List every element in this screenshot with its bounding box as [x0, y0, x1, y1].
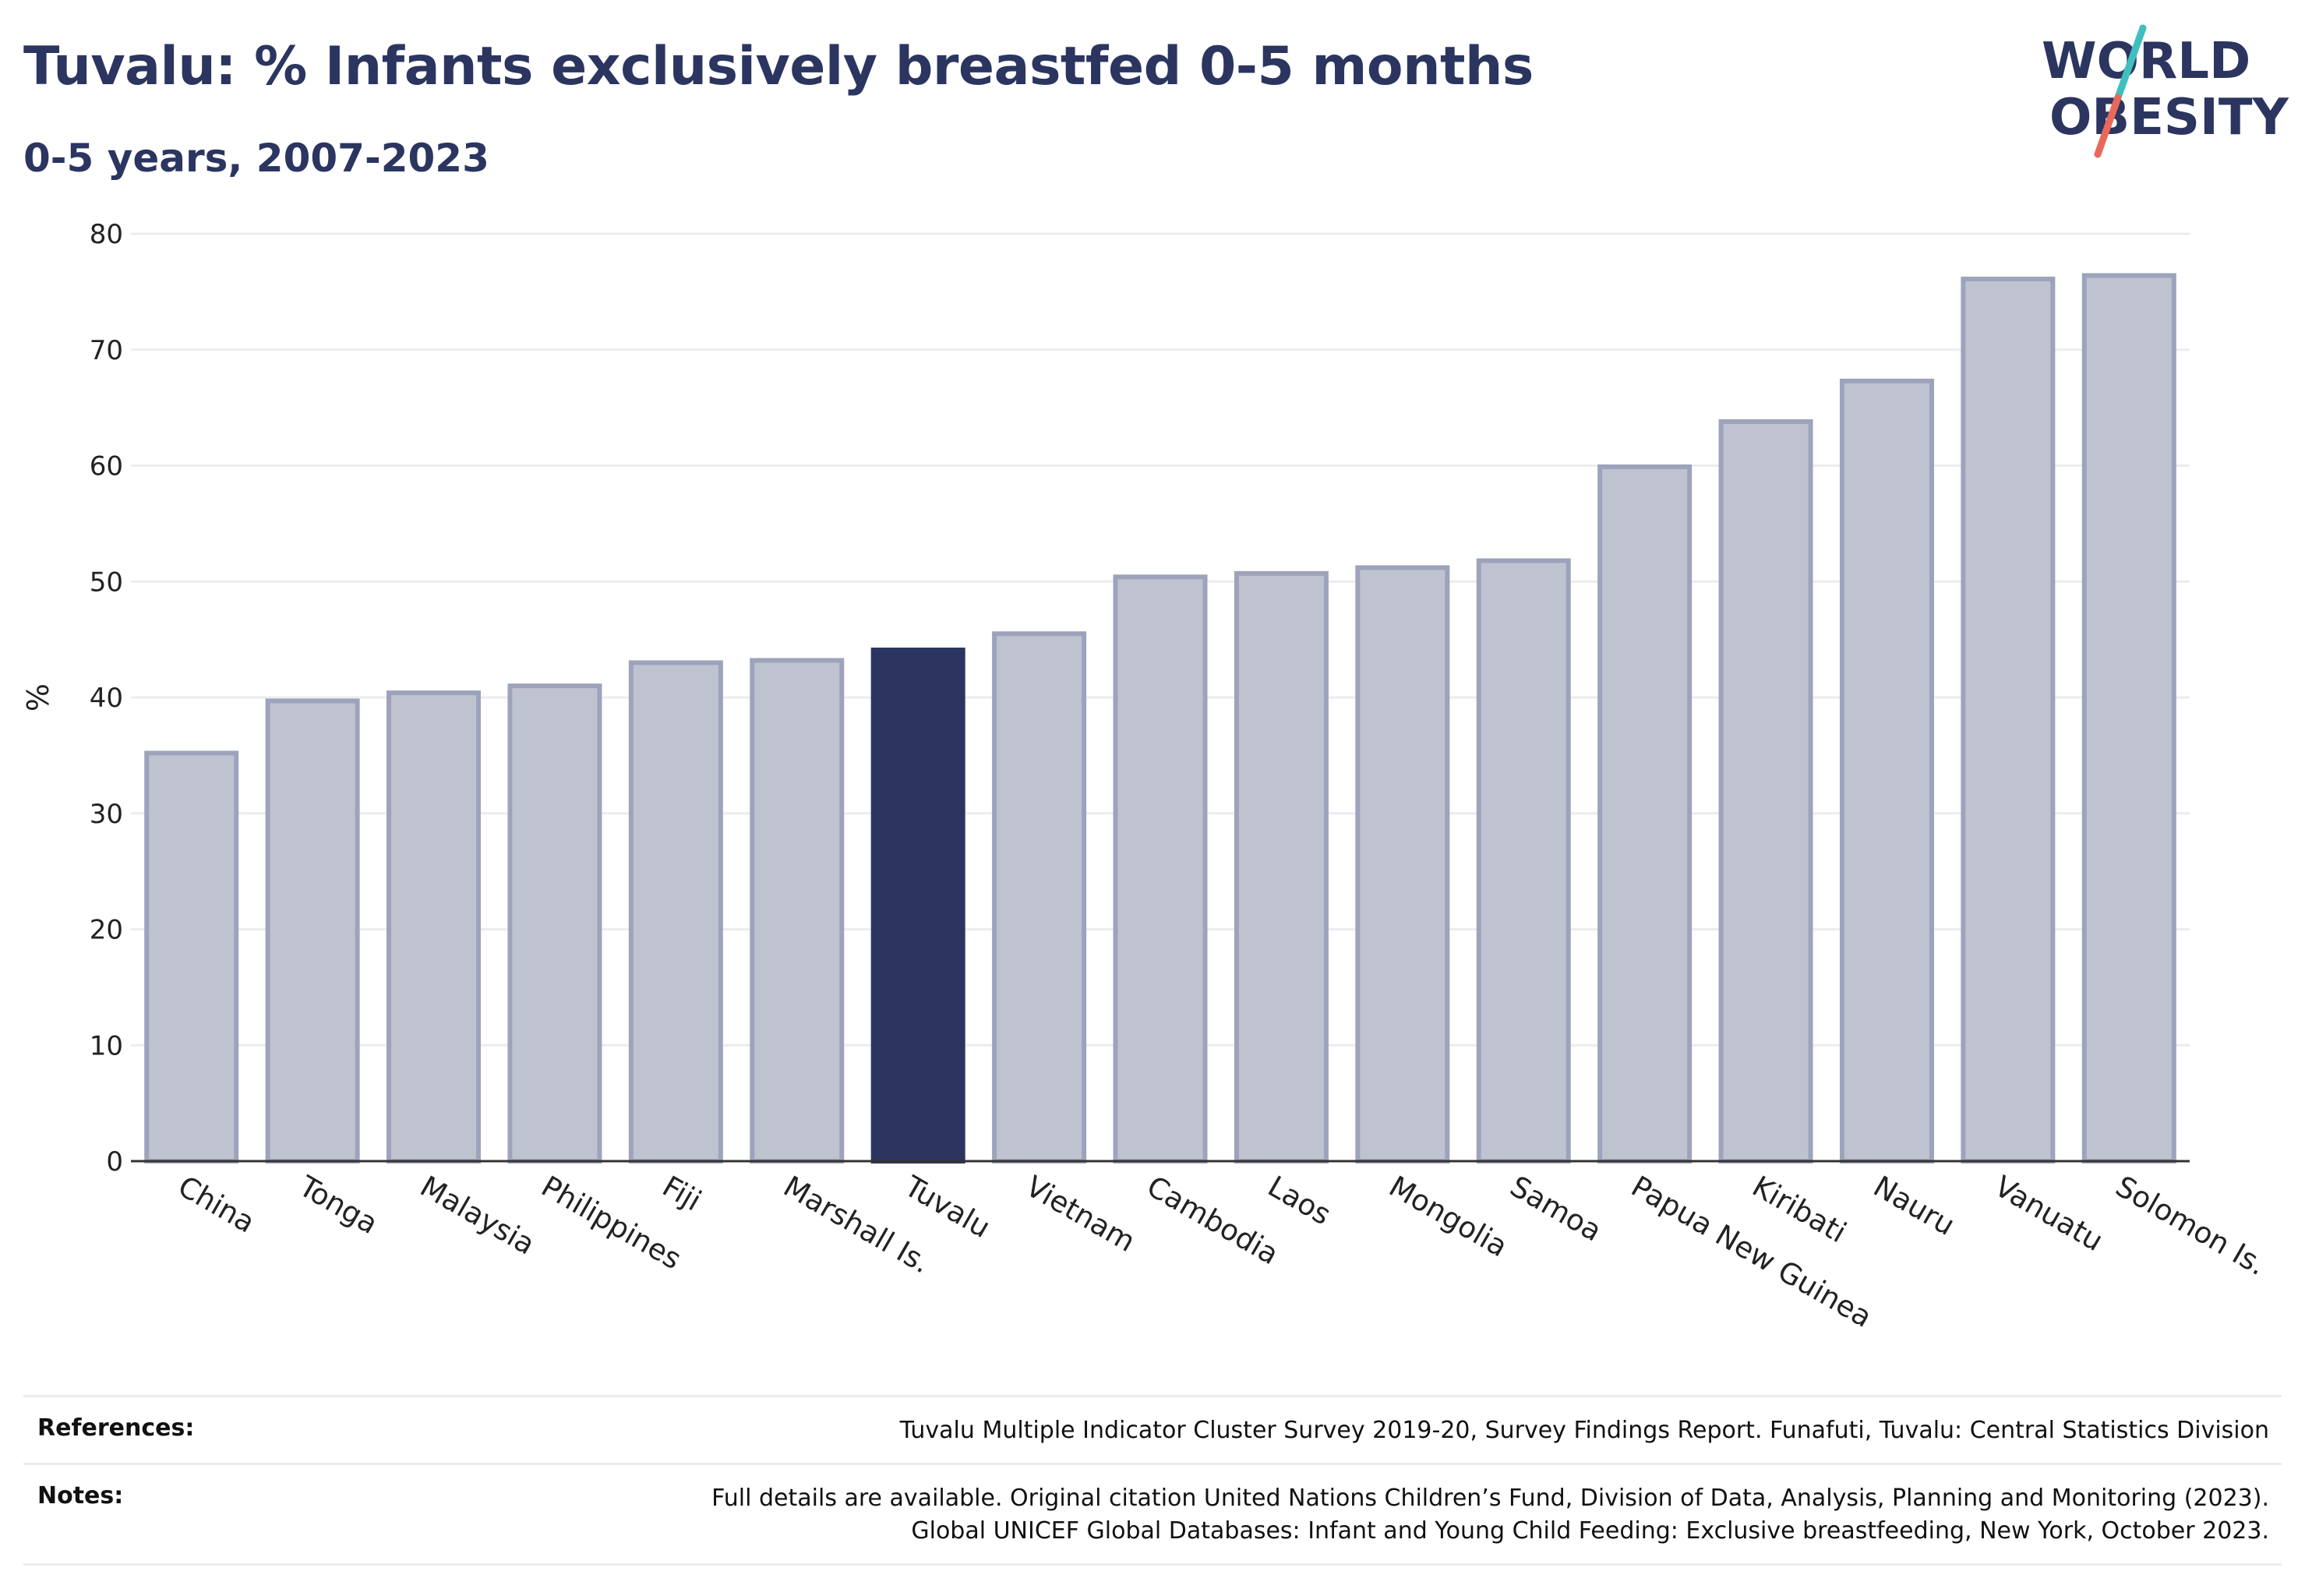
y-tick-label: 70 — [90, 335, 123, 366]
footer: References: Tuvalu Multiple Indicator Cl… — [23, 1395, 2282, 1566]
bar-malaysia — [387, 690, 482, 1163]
x-tick-label: Malaysia — [415, 1170, 541, 1262]
y-axis-ticks: 0 10 20 30 40 50 60 70 80 — [90, 219, 123, 1178]
y-tick-label: 60 — [90, 451, 123, 482]
notes-line-2: Global UNICEF Global Databases: Infant a… — [911, 1517, 2269, 1545]
x-tick-label: Vanuatu — [1989, 1170, 2109, 1259]
logo-word-world: WORLD — [2042, 33, 2250, 90]
logo-slash-teal — [2114, 24, 2147, 101]
x-tick-label: Vietnam — [1020, 1170, 1141, 1259]
notes-label: Notes: — [37, 1482, 124, 1509]
notes-row: Notes: Full details are available. Origi… — [23, 1463, 2282, 1566]
bar-tuvalu — [870, 648, 965, 1163]
y-tick-label: 20 — [90, 915, 123, 946]
references-line: Tuvalu Multiple Indicator Cluster Survey… — [899, 1417, 2269, 1444]
bars — [144, 273, 2176, 1164]
bar-fiji — [628, 660, 723, 1163]
bar-nauru — [1839, 378, 1934, 1164]
bar-vanuatu — [1961, 277, 2056, 1164]
logo-slash-coral — [2094, 94, 2122, 158]
bar-china — [144, 750, 239, 1163]
bar-vietnam — [992, 631, 1087, 1163]
x-tick-label: Nauru — [1868, 1170, 1961, 1242]
bar-laos — [1234, 570, 1329, 1163]
logo-word-obesity: OBESITY — [2049, 89, 2289, 147]
x-tick-label: Laos — [1262, 1170, 1336, 1232]
x-tick-label: Solomon Is. — [2110, 1170, 2272, 1283]
y-tick-label: 10 — [90, 1030, 123, 1061]
chart-title: Tuvalu: % Infants exclusively breastfed … — [23, 36, 1534, 97]
notes-line-1: Full details are available. Original cit… — [711, 1485, 2269, 1512]
y-tick-label: 30 — [90, 799, 123, 830]
bar-papua-new-guinea — [1597, 464, 1693, 1163]
x-tick-label: China — [172, 1170, 260, 1240]
references-text: Tuvalu Multiple Indicator Cluster Survey… — [900, 1414, 2269, 1447]
references-label: References: — [37, 1414, 195, 1442]
x-tick-label: Mongolia — [1383, 1170, 1513, 1264]
x-tick-label: Tonga — [293, 1169, 383, 1241]
bar-tonga — [265, 698, 360, 1163]
bar-marshall-is — [750, 658, 845, 1163]
y-tick-label: 50 — [90, 567, 123, 598]
bar-kiribati — [1718, 418, 1813, 1163]
x-tick-label: Samoa — [1505, 1170, 1608, 1248]
x-tick-label: Kiribati — [1747, 1170, 1852, 1250]
bar-cambodia — [1113, 574, 1208, 1163]
y-tick-label: 80 — [90, 219, 123, 250]
bar-solomon-is — [2081, 273, 2176, 1163]
references-row: References: Tuvalu Multiple Indicator Cl… — [23, 1395, 2282, 1463]
bar-mongolia — [1355, 565, 1450, 1163]
world-obesity-logo: WORLD OBESITY — [2042, 24, 2289, 158]
bar-philippines — [507, 683, 602, 1163]
x-tick-label: Cambodia — [1142, 1170, 1285, 1272]
y-tick-label: 40 — [90, 683, 123, 714]
y-axis-label: % — [21, 683, 55, 711]
bar-samoa — [1476, 558, 1571, 1163]
x-tick-label: Tuvalu — [898, 1169, 996, 1245]
chart-subtitle: 0-5 years, 2007-2023 — [23, 136, 489, 181]
notes-text: Full details are available. Original cit… — [711, 1482, 2269, 1548]
y-tick-label: 0 — [106, 1146, 123, 1178]
x-tick-label: Fiji — [657, 1170, 707, 1218]
